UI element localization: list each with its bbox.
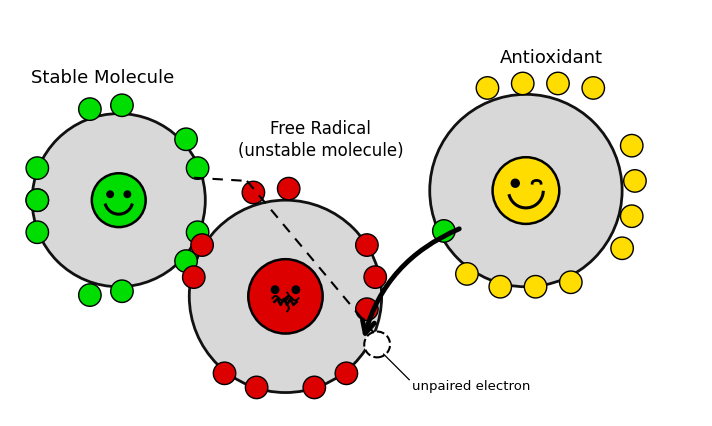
Text: Stable Molecule: Stable Molecule <box>31 69 174 86</box>
Circle shape <box>433 220 455 242</box>
Circle shape <box>32 114 205 287</box>
Text: Antioxidant: Antioxidant <box>500 49 603 67</box>
Circle shape <box>175 250 197 272</box>
Circle shape <box>547 72 569 95</box>
Circle shape <box>187 221 209 244</box>
Circle shape <box>111 280 133 302</box>
Circle shape <box>365 331 390 357</box>
Circle shape <box>26 189 48 211</box>
Text: Free Radical
(unstable molecule): Free Radical (unstable molecule) <box>238 120 404 161</box>
Circle shape <box>78 284 101 306</box>
Circle shape <box>511 72 534 95</box>
Circle shape <box>175 128 197 150</box>
Circle shape <box>92 173 146 227</box>
Circle shape <box>493 157 559 224</box>
Circle shape <box>292 286 300 294</box>
Circle shape <box>182 266 205 288</box>
Circle shape <box>624 170 646 192</box>
Circle shape <box>621 135 643 157</box>
Circle shape <box>248 259 323 334</box>
Circle shape <box>611 237 634 259</box>
Text: unpaired electron: unpaired electron <box>412 380 531 393</box>
Circle shape <box>191 234 214 256</box>
Circle shape <box>26 157 48 179</box>
Circle shape <box>187 157 209 179</box>
Circle shape <box>242 181 265 204</box>
Circle shape <box>430 95 622 287</box>
Circle shape <box>278 177 300 200</box>
Circle shape <box>246 376 268 399</box>
Circle shape <box>335 362 357 385</box>
Circle shape <box>214 362 236 385</box>
Circle shape <box>524 276 547 298</box>
Circle shape <box>364 266 387 288</box>
Circle shape <box>511 179 519 187</box>
Circle shape <box>124 191 130 198</box>
Circle shape <box>78 98 101 120</box>
Circle shape <box>189 200 382 392</box>
Circle shape <box>476 77 498 99</box>
Circle shape <box>560 271 582 294</box>
Circle shape <box>26 189 48 211</box>
Circle shape <box>456 263 478 285</box>
Circle shape <box>303 376 325 399</box>
Circle shape <box>271 286 279 294</box>
Circle shape <box>489 276 511 298</box>
Circle shape <box>111 94 133 116</box>
Circle shape <box>356 234 378 256</box>
Circle shape <box>582 77 604 99</box>
Circle shape <box>107 191 113 198</box>
Circle shape <box>621 205 643 227</box>
Circle shape <box>26 221 48 244</box>
Circle shape <box>356 298 378 320</box>
